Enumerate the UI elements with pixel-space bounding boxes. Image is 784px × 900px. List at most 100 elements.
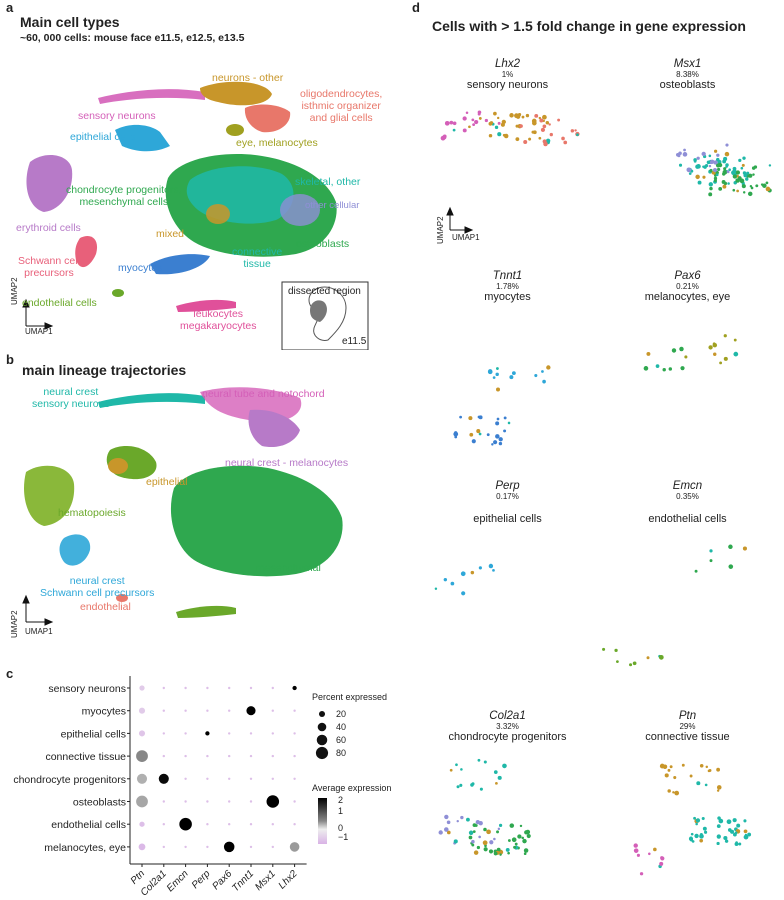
cell-dot — [471, 118, 475, 122]
cell-dot — [492, 376, 496, 379]
gene-cell-type: epithelial cells — [473, 513, 542, 525]
cell-dot — [503, 416, 507, 420]
cell-dot — [456, 819, 459, 823]
legend-size-label: 20 — [336, 709, 346, 719]
cell-dot — [703, 830, 708, 834]
cell-dot — [686, 167, 692, 173]
cell-dot — [518, 113, 522, 117]
dotplot-dot — [228, 709, 231, 712]
dissected-region-inset — [281, 281, 369, 350]
panel-d-letter: d — [412, 0, 420, 15]
cell-dot — [715, 173, 719, 177]
cell-dot — [746, 174, 750, 178]
panel-a-axis-y: UMAP2 — [10, 277, 19, 305]
cell-dot — [614, 648, 618, 653]
cell-dot — [502, 133, 506, 137]
cell-dot — [731, 170, 736, 176]
cell-dot — [678, 163, 683, 167]
cell-dot — [498, 849, 504, 855]
cell-dot — [708, 164, 712, 168]
cell-dot — [636, 853, 640, 857]
cluster-schwann — [75, 235, 98, 268]
cell-dot — [500, 122, 505, 127]
cell-dot — [738, 176, 742, 180]
cell-dot — [495, 850, 500, 855]
legend-size-dot — [317, 722, 327, 732]
cell-dot — [733, 832, 737, 837]
cell-dot — [760, 183, 764, 186]
cell-dot — [709, 168, 713, 173]
cluster-leukocytes — [176, 299, 236, 312]
cluster-epithelial — [115, 124, 170, 152]
dotplot-dot — [293, 800, 296, 803]
cell-dot — [684, 355, 688, 359]
cell-dot — [446, 820, 451, 825]
cell-dot — [704, 163, 709, 168]
cell-dot — [542, 119, 546, 123]
cell-dot — [446, 830, 451, 835]
gene-name: Col2a1 — [489, 710, 526, 722]
legend-size-label: 80 — [336, 748, 346, 758]
cell-dot — [478, 566, 482, 570]
dotplot-dot — [184, 845, 187, 849]
cell-dot — [738, 158, 742, 162]
cell-dot — [722, 169, 728, 175]
cell-dot — [486, 433, 490, 437]
cell-dot — [694, 569, 698, 573]
cell-dot — [434, 587, 438, 590]
cell-dot — [733, 351, 739, 357]
cell-dot — [653, 847, 657, 852]
cell-dot — [708, 182, 713, 187]
cell-dot — [662, 764, 668, 770]
gene-panel: Msx1 8.38% osteoblasts — [600, 58, 775, 91]
cell-dot — [531, 130, 535, 134]
dotplot-dot — [246, 706, 256, 716]
cell-dot — [707, 769, 711, 773]
legend-size-dot — [316, 734, 328, 746]
dotplot-dot — [228, 823, 231, 826]
label-b-mesenchymal: mesenchymal — [256, 562, 321, 574]
gene-panel: Pax6 0.21% melanocytes, eye — [600, 270, 775, 303]
cell-dot — [689, 836, 693, 840]
cell-dot — [690, 832, 694, 836]
cell-dot — [521, 115, 525, 119]
cell-dot — [549, 132, 553, 137]
dotplot-dot — [136, 795, 148, 808]
cell-dot — [742, 546, 747, 551]
cell-dot — [749, 185, 753, 188]
cell-dot — [511, 837, 517, 843]
cell-dot — [734, 827, 738, 832]
gene-cell-type: sensory neurons — [466, 79, 549, 91]
dotplot-row-label: chondrocyte progenitors — [13, 774, 126, 786]
gene-panel: Tnnt1 1.78% myocytes — [420, 270, 595, 303]
label-mixed: mixed — [156, 228, 185, 240]
cell-dot — [755, 184, 759, 188]
traj-melanocytes — [248, 409, 300, 448]
cell-dot — [528, 137, 532, 141]
dotplot-col-label: Emcn — [165, 868, 191, 894]
label-b-epithelial: epithelial — [146, 476, 188, 488]
cluster-eye-melanocytes — [226, 124, 244, 136]
dotplot-dot — [249, 777, 253, 780]
dotplot-col-label: Perp — [190, 868, 213, 891]
cell-dot — [517, 123, 522, 129]
cell-dot — [765, 186, 771, 192]
dotplot-dot — [206, 709, 209, 712]
gene-percent: 8.38% — [676, 70, 699, 79]
dotplot-dot — [293, 732, 296, 735]
cell-dot — [516, 846, 520, 850]
dotplot-dot — [206, 777, 209, 780]
cell-dot — [438, 830, 443, 835]
cell-dot — [515, 114, 521, 119]
dotplot-dot — [249, 800, 253, 803]
cell-dot — [633, 848, 639, 853]
cell-dot — [526, 833, 531, 839]
gene-panel: Perp 0.17% epithelial cells — [420, 480, 595, 525]
cell-dot — [716, 841, 720, 846]
cell-dot — [708, 345, 713, 350]
label-sensory-neurons: sensory neurons — [78, 110, 156, 122]
cell-dot — [715, 173, 719, 177]
dotplot-row-label: osteoblasts — [73, 797, 126, 809]
panel-a-clusters — [26, 81, 337, 312]
legend-size-dot — [318, 710, 326, 718]
